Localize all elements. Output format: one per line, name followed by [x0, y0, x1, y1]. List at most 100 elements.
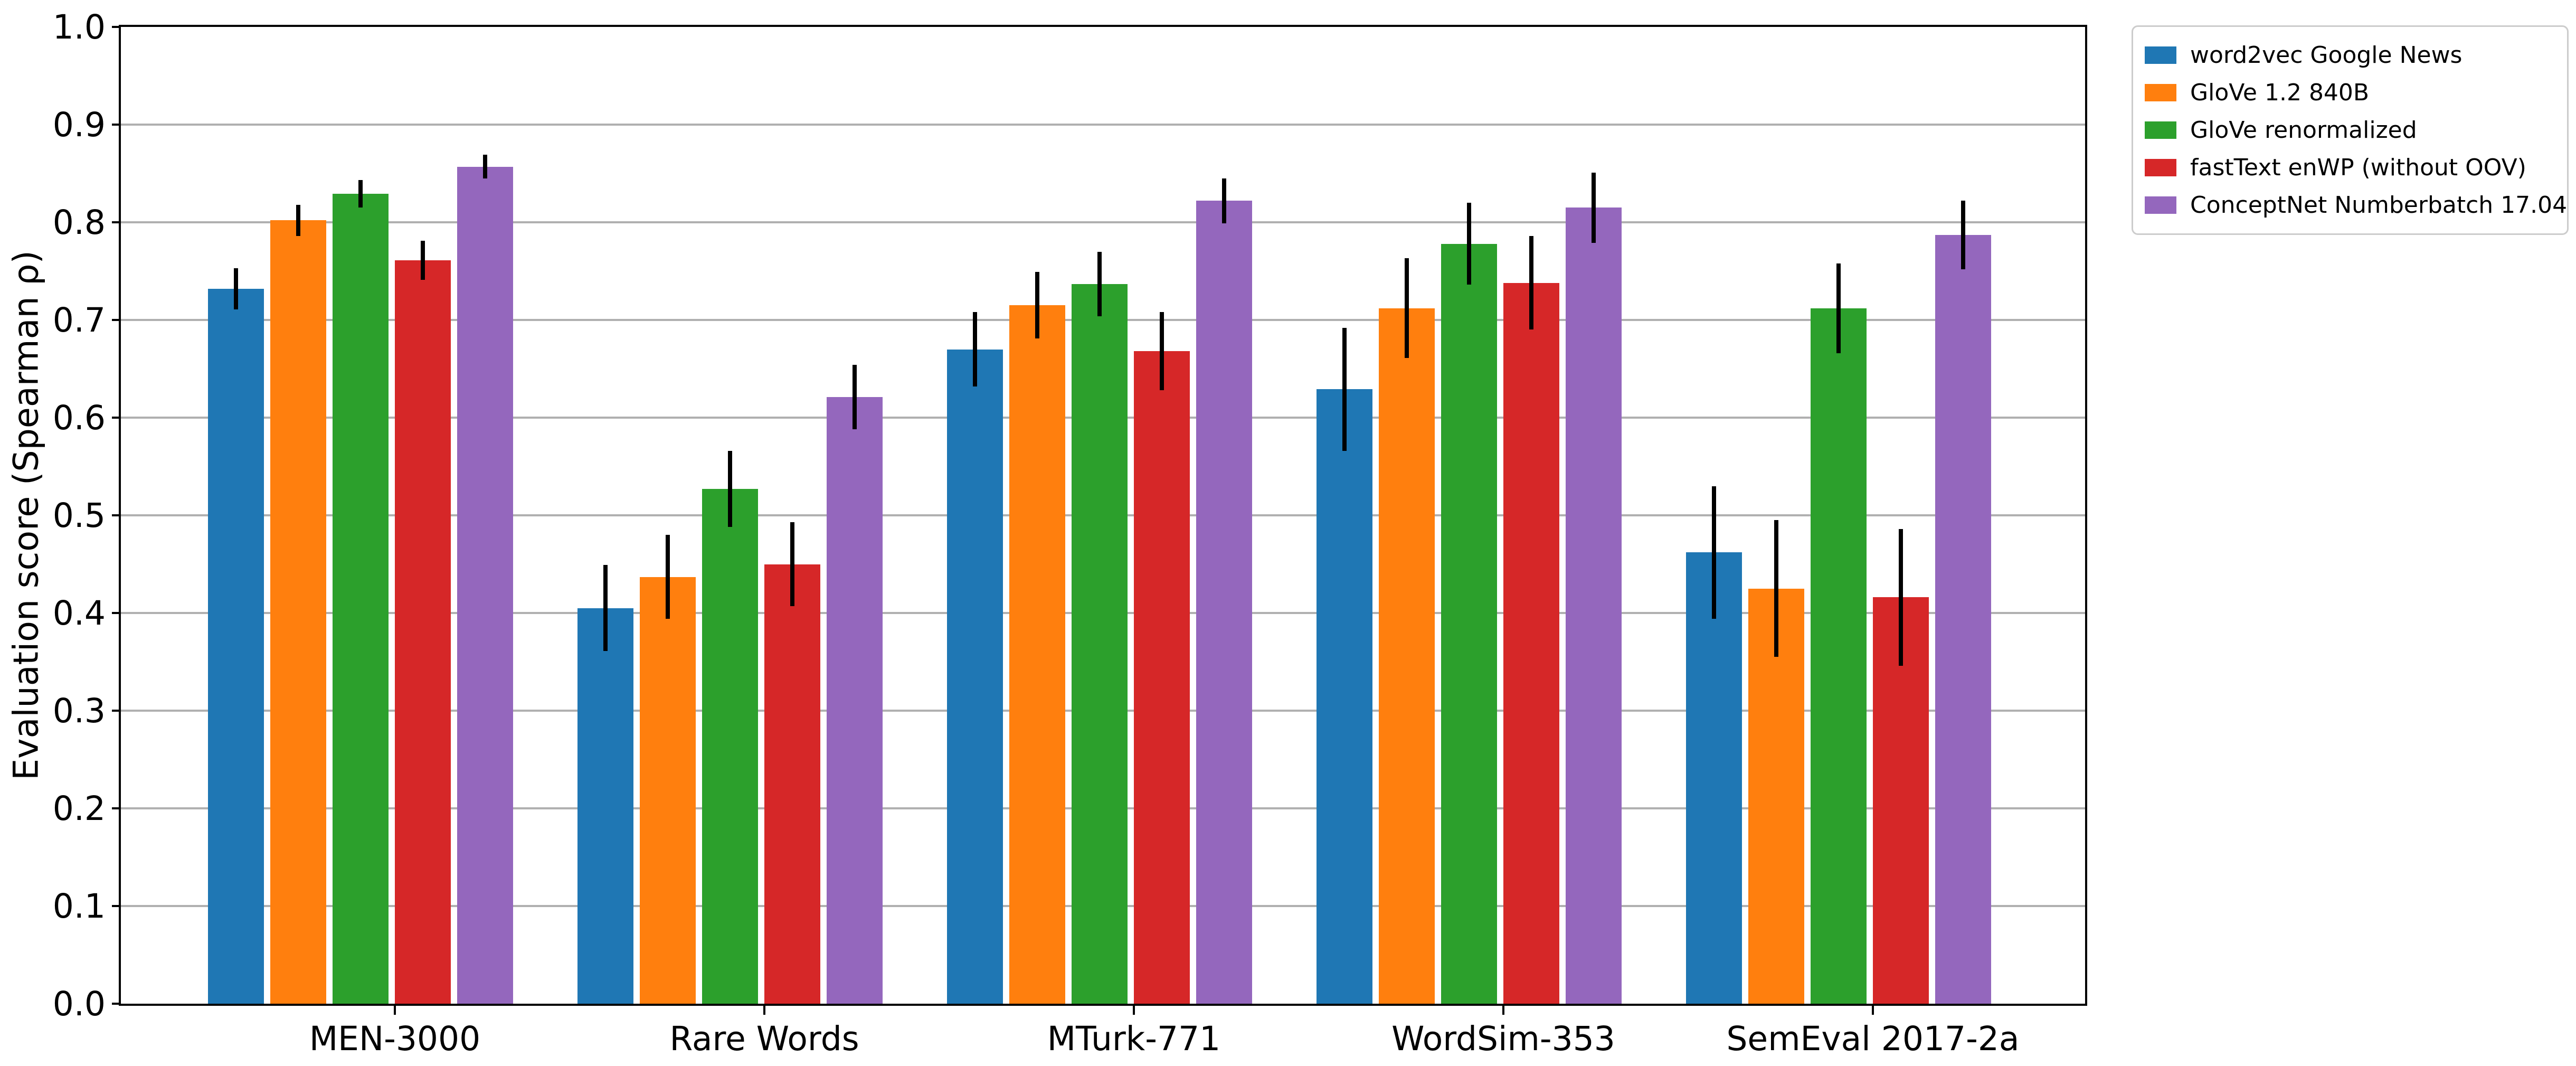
legend-item: word2vec Google News: [2145, 36, 2555, 74]
y-tick-mark: [112, 514, 121, 516]
y-tick-mark: [112, 221, 121, 223]
legend-swatch: [2145, 46, 2176, 64]
error-bar: [1836, 263, 1841, 353]
y-tick-label: 0.1: [52, 887, 106, 926]
bar: [1196, 201, 1252, 1004]
y-tick-mark: [112, 1003, 121, 1005]
bar: [270, 220, 326, 1004]
y-tick-mark: [112, 710, 121, 712]
error-bar: [1961, 201, 1965, 269]
y-tick-label: 0.8: [52, 203, 106, 242]
bar: [1748, 588, 1804, 1004]
error-bar: [728, 450, 732, 527]
bar: [577, 608, 633, 1004]
error-bar: [1097, 251, 1102, 316]
error-bar: [1467, 203, 1471, 285]
y-tick-mark: [112, 26, 121, 28]
y-tick-mark: [112, 124, 121, 126]
error-bar: [1035, 272, 1039, 339]
error-bar: [1899, 529, 1903, 666]
x-tick-mark: [1502, 1006, 1504, 1015]
error-bar: [1222, 178, 1226, 223]
legend-swatch: [2145, 84, 2176, 101]
y-tick-label: 0.7: [52, 301, 106, 339]
error-bar: [483, 155, 487, 178]
error-bar: [1342, 327, 1347, 451]
bar: [1566, 207, 1622, 1004]
error-bar: [853, 365, 857, 430]
y-tick-label: 0.3: [52, 692, 106, 730]
x-tick-label: WordSim-353: [1391, 1020, 1615, 1058]
y-tick-label: 0.2: [52, 789, 106, 828]
legend-item-label: fastText enWP (without OOV): [2190, 154, 2526, 181]
bar: [457, 166, 513, 1004]
bar: [1072, 284, 1128, 1004]
error-bar: [790, 522, 794, 607]
bar: [1379, 308, 1435, 1004]
y-tick-mark: [112, 612, 121, 614]
error-bar: [1529, 235, 1533, 330]
y-tick-mark: [112, 905, 121, 907]
error-bar: [973, 312, 977, 386]
x-tick-label: MEN-3000: [309, 1020, 481, 1058]
error-bar: [666, 535, 670, 619]
bar: [827, 397, 883, 1004]
legend-item: ConceptNet Numberbatch 17.04: [2145, 186, 2567, 224]
error-bar: [1160, 312, 1164, 391]
error-bar: [603, 565, 608, 652]
bar: [1317, 389, 1372, 1004]
bar: [1134, 351, 1190, 1004]
legend-item: GloVe renormalized: [2145, 111, 2555, 149]
legend-item: fastText enWP (without OOV): [2145, 149, 2555, 186]
legend-item-label: ConceptNet Numberbatch 17.04: [2190, 192, 2568, 219]
legend-item-label: GloVe 1.2 840B: [2190, 79, 2370, 106]
legend-swatch: [2145, 121, 2176, 139]
grid-line: [121, 124, 2085, 126]
legend-swatch: [2145, 159, 2176, 176]
bar: [1686, 552, 1742, 1004]
x-tick-label: Rare Words: [669, 1020, 859, 1058]
y-tick-mark: [112, 807, 121, 809]
y-tick-label: 0.0: [52, 985, 106, 1023]
y-tick-mark: [112, 319, 121, 321]
x-tick-mark: [763, 1006, 765, 1015]
legend-item-label: GloVe renormalized: [2190, 117, 2417, 144]
plot-area: [119, 25, 2087, 1006]
bar: [1935, 235, 1991, 1004]
error-bar: [1405, 258, 1409, 359]
y-tick-mark: [112, 417, 121, 419]
x-tick-label: SemEval 2017-2a: [1726, 1020, 2020, 1058]
y-tick-label: 0.9: [52, 106, 106, 144]
legend-item-label: word2vec Google News: [2190, 42, 2463, 69]
y-tick-label: 0.6: [52, 399, 106, 437]
y-tick-label: 0.4: [52, 594, 106, 633]
bar: [1503, 282, 1559, 1004]
legend-swatch: [2145, 196, 2176, 214]
bar: [1441, 243, 1497, 1004]
x-tick-mark: [394, 1006, 396, 1015]
bar: [208, 288, 264, 1004]
y-axis-label: Evaluation score (Spearman ρ): [6, 250, 46, 780]
bar: [764, 564, 820, 1004]
y-tick-label: 1.0: [52, 8, 106, 46]
x-tick-mark: [1133, 1006, 1135, 1015]
bar: [395, 260, 451, 1004]
legend-item: GloVe 1.2 840B: [2145, 74, 2555, 111]
legend-items: word2vec Google News GloVe 1.2 840B GloVe …: [2145, 36, 2567, 224]
error-bar: [234, 268, 238, 309]
bar: [702, 489, 758, 1004]
error-bar: [1712, 486, 1716, 619]
y-tick-label: 0.5: [52, 496, 106, 535]
x-tick-mark: [1872, 1006, 1874, 1015]
bar: [1811, 308, 1867, 1004]
x-tick-label: MTurk-771: [1047, 1020, 1221, 1058]
legend: word2vec Google News GloVe 1.2 840B GloVe …: [2132, 25, 2569, 235]
error-bar: [358, 180, 363, 208]
bar: [333, 194, 389, 1004]
error-bar: [1774, 520, 1778, 657]
error-bar: [296, 204, 300, 236]
error-bar: [421, 241, 425, 280]
error-bar: [1592, 172, 1596, 243]
bar: [947, 349, 1003, 1004]
